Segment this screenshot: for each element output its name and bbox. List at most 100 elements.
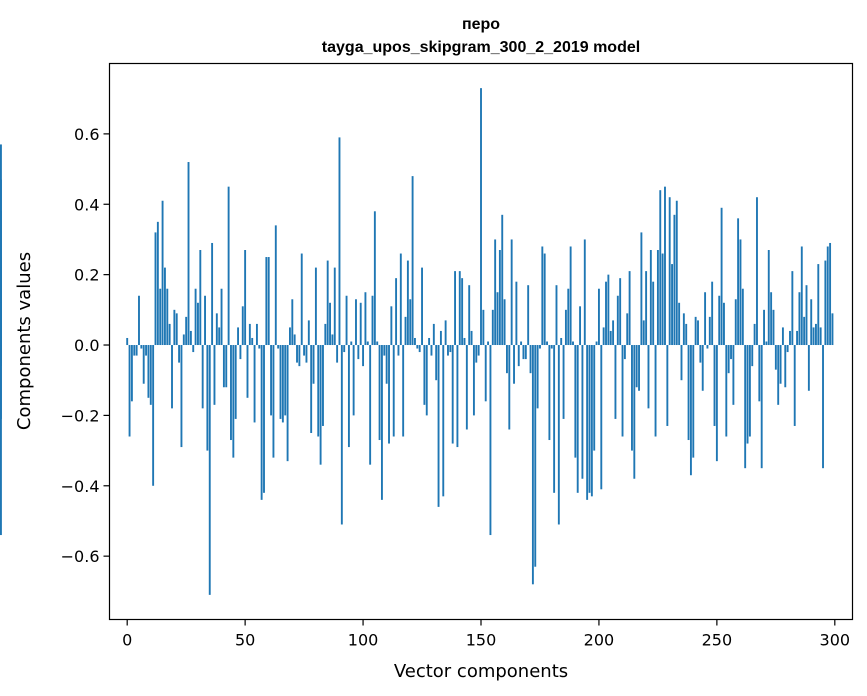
bar-component-13 bbox=[156, 221, 159, 346]
bar-component-135 bbox=[444, 320, 447, 346]
bar-component-1 bbox=[128, 345, 131, 437]
bar-component-281 bbox=[789, 330, 791, 346]
bar-component-119 bbox=[406, 260, 409, 346]
bar-component-254 bbox=[725, 345, 728, 437]
bar-component-127 bbox=[425, 345, 428, 416]
bar-component-177 bbox=[543, 253, 546, 346]
bar-component-170 bbox=[527, 285, 530, 346]
bar-component-92 bbox=[343, 345, 346, 353]
bar-component-264 bbox=[748, 345, 751, 437]
bar-component-87 bbox=[331, 334, 334, 346]
x-tick-label: 0 bbox=[122, 631, 132, 650]
bar-component-228 bbox=[664, 186, 666, 346]
bar-component-178 bbox=[546, 341, 548, 346]
bar-component-235 bbox=[680, 345, 683, 381]
bar-component-131 bbox=[435, 345, 438, 381]
bar-component-143 bbox=[463, 337, 466, 346]
bar-component-191 bbox=[576, 345, 579, 493]
bar-component-111 bbox=[388, 345, 390, 444]
bar-component-113 bbox=[392, 345, 395, 437]
bar-component-undefined bbox=[0, 345, 2, 536]
y-tick-label: 0.4 bbox=[74, 195, 99, 214]
bar-component-266 bbox=[753, 323, 756, 346]
bar-component-232 bbox=[673, 214, 676, 346]
bar-component-24 bbox=[182, 334, 185, 346]
bar-component-166 bbox=[517, 345, 520, 367]
bar-component-105 bbox=[373, 211, 376, 346]
bar-component-233 bbox=[675, 200, 678, 346]
bar-component-91 bbox=[340, 345, 343, 525]
y-axis-label: Components values bbox=[14, 252, 35, 430]
bar-component-22 bbox=[178, 345, 181, 363]
bar-component-218 bbox=[640, 232, 643, 346]
bar-component-292 bbox=[815, 323, 817, 346]
bar-component-240 bbox=[692, 345, 695, 458]
bar-component-201 bbox=[600, 345, 603, 490]
bar-component-216 bbox=[635, 345, 638, 388]
bar-component-214 bbox=[631, 345, 633, 451]
bar-component-195 bbox=[586, 345, 589, 500]
bar-component-93 bbox=[345, 295, 348, 346]
bar-component-185 bbox=[562, 345, 565, 419]
bar-component-204 bbox=[607, 274, 610, 346]
bar-component-55 bbox=[255, 323, 258, 346]
bar-component-246 bbox=[706, 345, 709, 349]
bar-component-210 bbox=[621, 345, 624, 437]
bar-component-192 bbox=[579, 306, 582, 346]
bar-component-243 bbox=[699, 345, 702, 363]
bar-component-217 bbox=[638, 345, 640, 391]
bar-component-291 bbox=[812, 327, 815, 346]
bar-component-297 bbox=[826, 246, 829, 346]
bar-component-211 bbox=[623, 345, 626, 360]
bar-component-57 bbox=[260, 345, 263, 500]
bar-component-295 bbox=[822, 345, 824, 469]
bar-component-undefined bbox=[0, 337, 2, 346]
bar-component-114 bbox=[395, 278, 398, 346]
bar-component-79 bbox=[312, 345, 315, 384]
bar-component-197 bbox=[590, 345, 593, 497]
bar-component-173 bbox=[534, 345, 537, 567]
bar-component-undefined bbox=[0, 302, 2, 346]
bars-group bbox=[0, 88, 834, 595]
bar-component-10 bbox=[149, 345, 152, 405]
bar-component-155 bbox=[491, 309, 494, 346]
bar-component-180 bbox=[550, 345, 553, 349]
bar-component-96 bbox=[352, 345, 355, 416]
bar-component-184 bbox=[560, 337, 563, 346]
bar-component-152 bbox=[484, 345, 487, 402]
bar-component-237 bbox=[685, 323, 688, 346]
chart-subtitle: tayga_upos_skipgram_300_2_2019 model bbox=[322, 39, 640, 56]
bar-component-71 bbox=[293, 334, 296, 346]
bar-component-224 bbox=[654, 345, 657, 437]
bar-component-12 bbox=[154, 232, 157, 346]
bar-component-172 bbox=[531, 345, 534, 585]
bar-component-43 bbox=[227, 186, 230, 346]
bar-component-213 bbox=[628, 271, 631, 346]
bar-component-104 bbox=[371, 295, 374, 346]
bar-component-20 bbox=[173, 309, 176, 346]
bar-component-278 bbox=[781, 327, 784, 346]
bar-component-98 bbox=[357, 345, 360, 360]
bar-component-44 bbox=[230, 345, 232, 441]
bar-component-187 bbox=[567, 288, 570, 346]
bar-component-64 bbox=[277, 345, 280, 349]
bar-component-25 bbox=[185, 316, 188, 346]
bar-component-130 bbox=[432, 323, 435, 346]
bar-component-3 bbox=[133, 345, 136, 356]
bar-component-194 bbox=[583, 239, 586, 346]
bar-component-147 bbox=[472, 345, 475, 416]
bar-component-208 bbox=[616, 295, 619, 346]
bar-component-293 bbox=[817, 264, 820, 346]
bar-component-140 bbox=[456, 345, 459, 448]
bar-component-19 bbox=[171, 345, 173, 409]
bar-component-37 bbox=[213, 345, 216, 405]
bar-component-146 bbox=[470, 330, 473, 346]
x-tick-label: 250 bbox=[702, 631, 733, 650]
bar-component-199 bbox=[595, 341, 598, 346]
bar-component-73 bbox=[298, 345, 301, 367]
bar-component-156 bbox=[494, 239, 497, 346]
bar-component-142 bbox=[461, 278, 464, 346]
bar-component-279 bbox=[784, 345, 787, 388]
bar-component-236 bbox=[682, 313, 685, 346]
bar-component-169 bbox=[524, 345, 527, 360]
